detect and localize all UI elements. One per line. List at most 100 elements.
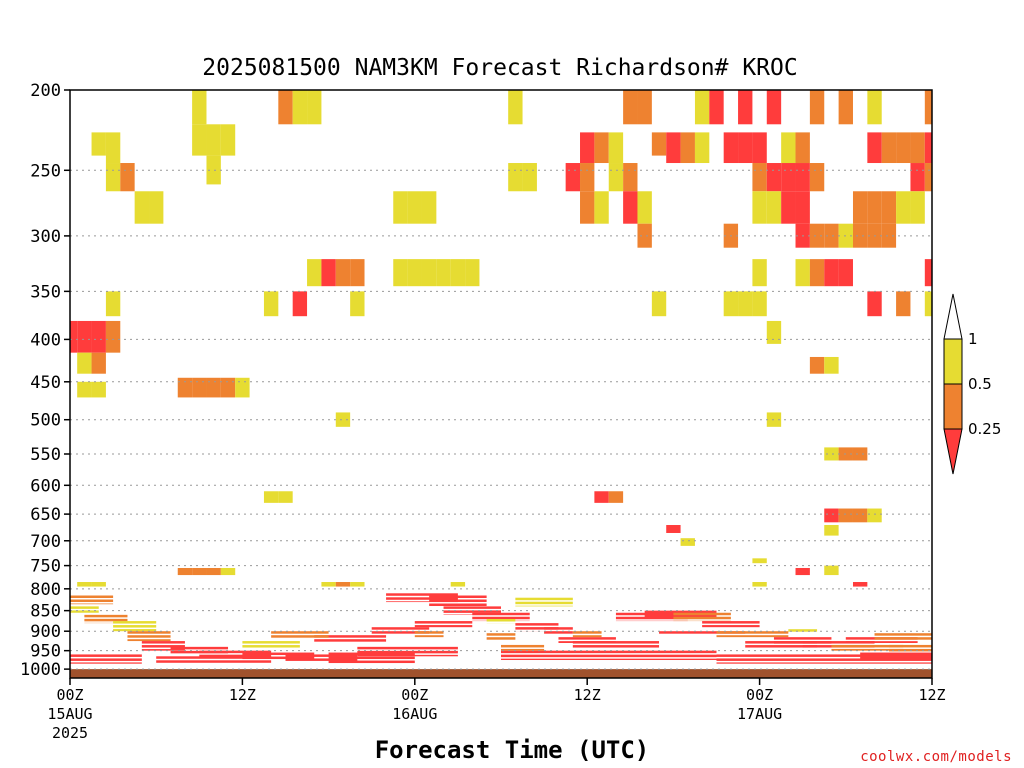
plot-frame: [69, 89, 933, 679]
heatmap-cell: [580, 132, 595, 164]
heatmap-band-stripe: [357, 654, 458, 657]
legend-label: 0.25: [968, 420, 1001, 438]
heatmap-band-stripe: [199, 654, 272, 658]
heatmap-cell: [838, 259, 853, 287]
heatmap-cell: [781, 163, 796, 192]
heatmap-band-stripe: [860, 652, 932, 656]
x-tick-label: 00Z: [401, 686, 428, 704]
heatmap-cell: [852, 508, 868, 523]
heatmap-band-stripe: [544, 627, 573, 630]
heatmap-band: [515, 597, 573, 607]
heatmap-band: [702, 621, 760, 628]
heatmap-cell: [623, 163, 638, 192]
y-axis-ticks: 200 250 300 350 400 450 500 550 600 650 700 750 8008…: [20, 81, 70, 680]
heatmap-cell: [838, 90, 853, 125]
x-tick-label: 00Z: [56, 686, 83, 704]
heatmap-band: [501, 644, 545, 651]
heatmap-cell: [867, 90, 882, 125]
legend-swatch: [943, 428, 963, 475]
heatmap-band: [716, 631, 789, 638]
heatmap-band-stripe: [515, 597, 573, 601]
heatmap-cell: [766, 90, 782, 125]
heatmap-cell: [781, 191, 796, 224]
y-tick-label: 200: [30, 81, 61, 101]
heatmap-cell: [752, 558, 767, 564]
heatmap-cell: [91, 381, 106, 398]
heatmap-band-stripe: [716, 662, 932, 664]
heatmap-cell: [881, 132, 897, 164]
heatmap-band: [156, 656, 272, 663]
y-tick-label: 850: [30, 602, 61, 622]
heatmap-band-stripe: [113, 629, 157, 632]
heatmap-band-stripe: [572, 641, 660, 644]
heatmap-cell: [177, 377, 193, 398]
x-tick-label: 12Z: [918, 686, 945, 704]
heatmap-band-stripe: [414, 631, 444, 634]
heatmap-cell: [852, 191, 868, 224]
x-tick-label: 12Z: [574, 686, 601, 704]
heatmap-cell: [752, 291, 767, 317]
heatmap-band-stripe: [127, 639, 171, 642]
heatmap-cell: [508, 90, 523, 125]
heatmap-cell: [608, 163, 624, 192]
heatmap-cell: [752, 163, 767, 192]
heatmap-cell: [852, 582, 868, 587]
heatmap-band-stripe: [199, 650, 272, 654]
heatmap-band-stripe: [271, 631, 329, 634]
heatmap-cell: [795, 132, 810, 164]
heatmap-band-stripe: [572, 631, 602, 634]
heatmap-band-stripe: [501, 650, 717, 654]
heatmap-cell: [608, 132, 624, 164]
heatmap-band-stripe: [615, 612, 688, 616]
heatmap-cell: [896, 132, 911, 164]
heatmap-band-stripe: [515, 601, 573, 605]
heatmap-cell: [738, 90, 753, 125]
heatmap-band: [831, 644, 904, 651]
heatmap-cell: [924, 259, 932, 287]
heatmap-band-stripe: [414, 635, 444, 638]
x-tick-label: 12Z: [229, 686, 256, 704]
heatmap-cell: [91, 582, 106, 587]
heatmap-cell: [867, 191, 882, 224]
heatmap-cell: [795, 163, 810, 192]
heatmap-cell: [623, 90, 638, 125]
heatmap-band-stripe: [414, 621, 473, 624]
heatmap-band: [572, 641, 660, 648]
heatmap-band-stripe: [429, 599, 487, 603]
heatmap-band-stripe: [429, 595, 487, 599]
y-tick-label: 400: [30, 330, 61, 350]
y-tick-label: 350: [30, 282, 61, 302]
heatmap-cell: [192, 377, 207, 398]
heatmap-band-stripe: [84, 614, 128, 618]
heatmap-band-stripe: [615, 616, 688, 620]
heatmap-cell: [450, 259, 466, 287]
heatmap-band-stripe: [70, 658, 142, 661]
heatmap-band-stripe: [558, 637, 616, 640]
heatmap-cell: [407, 191, 422, 224]
heatmap-cell: [91, 132, 106, 156]
heatmap-cell: [149, 191, 164, 224]
heatmap-band: [788, 629, 818, 632]
heatmap-cell: [694, 132, 710, 164]
heatmap-cell: [752, 582, 767, 587]
heatmap-cell: [235, 377, 250, 398]
heatmap-band: [141, 641, 185, 651]
colorbar-legend: 1 0.5 0.25: [943, 293, 1001, 475]
heatmap-band: [371, 627, 430, 634]
heatmap-band-stripe: [501, 658, 717, 661]
heatmap-cell: [738, 291, 753, 317]
heatmap-band: [328, 652, 415, 664]
heatmap-cell: [508, 163, 523, 192]
heatmap-cell: [220, 377, 236, 398]
heatmap-cell: [666, 132, 681, 164]
heatmap-cell: [594, 132, 609, 164]
heatmap-band-stripe: [84, 618, 128, 622]
heatmap-cell: [924, 132, 932, 164]
heatmap-band-stripe: [888, 644, 932, 648]
heatmap-cell: [838, 508, 853, 523]
legend-label: 1: [968, 330, 978, 348]
heatmap-band-stripe: [70, 610, 99, 613]
heatmap-cell: [192, 567, 207, 576]
